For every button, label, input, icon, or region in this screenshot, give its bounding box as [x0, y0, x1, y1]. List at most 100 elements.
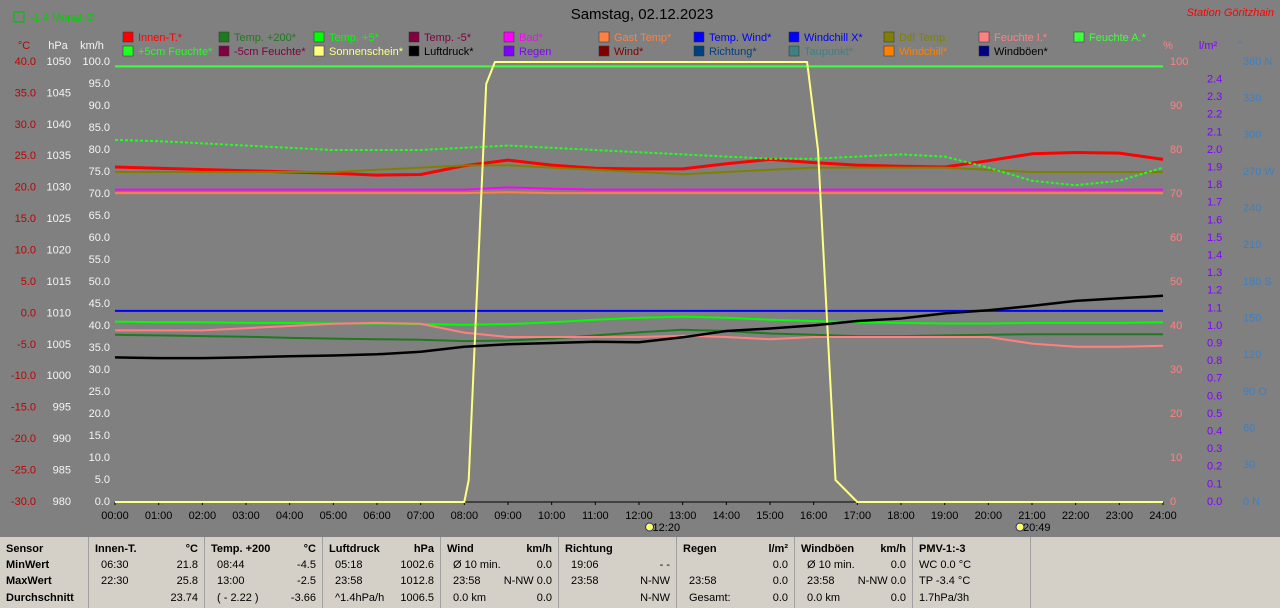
y-tick-label: 990 — [53, 433, 71, 445]
value-cell: 23:58 0.0 — [683, 573, 788, 589]
header-cell: Richtung — [565, 541, 670, 557]
y-tick-label: 5.0 — [95, 474, 110, 486]
y-tick-label: -10.0 — [11, 370, 36, 382]
y-tick-label: 1.6 — [1207, 214, 1222, 226]
x-tick-label: 17:00 — [844, 510, 872, 522]
y-tick-label: 45.0 — [89, 298, 110, 310]
row-label-column: Sensor MinWert MaxWert Durchschnitt — [0, 537, 89, 608]
y-tick-label: 30.0 — [15, 119, 36, 131]
row-label-cell: Sensor — [6, 541, 82, 557]
station-name: Station Göritzhain — [1187, 7, 1274, 19]
chart-title: Samstag, 02.12.2023 — [571, 6, 714, 23]
y-tick-label: 1005 — [47, 339, 71, 351]
value-text: 05:18 — [335, 559, 363, 571]
value-text: 23:58 — [335, 575, 363, 587]
x-tick-label: 18:00 — [887, 510, 915, 522]
y-tick-label: 60.0 — [89, 232, 110, 244]
legend-label: Regen — [519, 46, 551, 58]
value-text: 0.0 — [772, 559, 788, 571]
series-line — [115, 191, 1163, 195]
y-tick-label: 0.8 — [1207, 355, 1222, 367]
column-title: Wind — [447, 543, 474, 555]
y-tick-label: 10.0 — [89, 452, 110, 464]
x-tick-label: 06:00 — [363, 510, 391, 522]
y-tick-label: 30 — [1243, 459, 1255, 471]
annotation-icon — [645, 522, 655, 532]
y-tick-label: 150 — [1243, 313, 1261, 325]
y-tick-label: 995 — [53, 402, 71, 414]
y-tick-label: 980 — [53, 496, 71, 508]
legend-swatch — [122, 31, 134, 43]
y-tick-label: 70.0 — [89, 188, 110, 200]
y-tick-label: 5.0 — [21, 276, 36, 288]
y-tick-label: 15.0 — [89, 430, 110, 442]
column-title: Regen — [683, 543, 717, 555]
y-tick-label: 1.2 — [1207, 285, 1222, 297]
legend-label: Wind* — [614, 46, 644, 58]
y-tick-label: 70 — [1170, 188, 1182, 200]
legend-label: Windchill* — [899, 46, 948, 58]
y-tick-label: 65.0 — [89, 210, 110, 222]
legend-label: Innen-T.* — [138, 32, 183, 44]
background — [0, 0, 1280, 537]
stats-column: Richtung 19:06 - - 23:58 N-NW N-NW — [559, 537, 677, 608]
axis-unit: l/m² — [1199, 40, 1218, 52]
value-cell: 0.0 km 0.0 — [447, 590, 552, 606]
header-cell: Windböen km/h — [801, 541, 906, 557]
y-tick-label: 210 — [1243, 239, 1261, 251]
row-label-cell: Durchschnitt — [6, 590, 82, 606]
value-text: 19:06 — [571, 559, 599, 571]
y-tick-label: -20.0 — [11, 433, 36, 445]
series-line — [115, 164, 1163, 176]
y-tick-label: 1010 — [47, 307, 71, 319]
value-cell: Gesamt: 0.0 — [683, 590, 788, 606]
legend-swatch — [788, 45, 800, 57]
x-tick-label: 19:00 — [931, 510, 959, 522]
y-tick-label: 40 — [1170, 320, 1182, 332]
stats-column: Innen-T. °C 06:30 21.8 22:30 25.8 23.74 — [89, 537, 205, 608]
y-tick-label: 30.0 — [89, 364, 110, 376]
value-text: 23:58 — [689, 575, 717, 587]
header-cell: Luftdruck hPa — [329, 541, 434, 557]
legend-swatch — [218, 45, 230, 57]
axis-unit: % — [1163, 40, 1173, 52]
y-tick-label: 95.0 — [89, 78, 110, 90]
column-title: Temp. +200 — [211, 543, 271, 555]
legend-label: Diff Temp. — [899, 32, 948, 44]
y-tick-label: 1000 — [47, 370, 71, 382]
legend-swatch — [693, 31, 705, 43]
column-unit: hPa — [413, 543, 434, 555]
legend-label: Temp. Wind* — [709, 32, 772, 44]
value-cell: 23:58 N-NW — [565, 573, 670, 589]
legend-swatch — [978, 31, 990, 43]
value-text: N-NW — [640, 592, 670, 604]
value-text: ^1.4hPa/h — [335, 592, 385, 604]
monthly-average: -1.4 Monat-Ø — [30, 12, 95, 24]
legend-label: Windchill X* — [804, 32, 863, 44]
y-tick-label: 0.0 — [95, 496, 110, 508]
stats-column: Windböen km/h Ø 10 min. 0.0 23:58 N-NW 0.0 0.0… — [795, 537, 913, 608]
column-unit: °C — [185, 543, 198, 555]
column-unit: km/h — [880, 543, 906, 555]
legend-label: Gast Temp* — [614, 32, 672, 44]
stats-table: Sensor MinWert MaxWert Durchschnitt Innen-T.… — [0, 537, 1280, 608]
value-text: 0.0 — [890, 559, 906, 571]
chart: -1.4 Monat-Ø Samstag, 02.12.2023 Station… — [0, 0, 1280, 537]
legend-swatch — [122, 45, 134, 57]
value-text: 0.0 — [536, 559, 552, 571]
y-tick-label: 20 — [1170, 408, 1182, 420]
legend-label: Temp. +200* — [234, 32, 297, 44]
value-cell: 08:44 -4.5 — [211, 557, 316, 573]
row-label-cell: MaxWert — [6, 573, 82, 589]
value-cell: 22:30 25.8 — [95, 573, 198, 589]
y-tick-label: 1035 — [47, 150, 71, 162]
x-tick-label: 00:00 — [101, 510, 129, 522]
y-tick-label: 55.0 — [89, 254, 110, 266]
value-text: 06:30 — [101, 559, 129, 571]
y-tick-label: 0.6 — [1207, 390, 1222, 402]
value-cell: 0.0 km 0.0 — [801, 590, 906, 606]
y-tick-label: 100 — [1170, 56, 1188, 68]
y-tick-label: 90 O — [1243, 386, 1267, 398]
column-title: Luftdruck — [329, 543, 380, 555]
value-text: N-NW 0.0 — [503, 575, 552, 587]
